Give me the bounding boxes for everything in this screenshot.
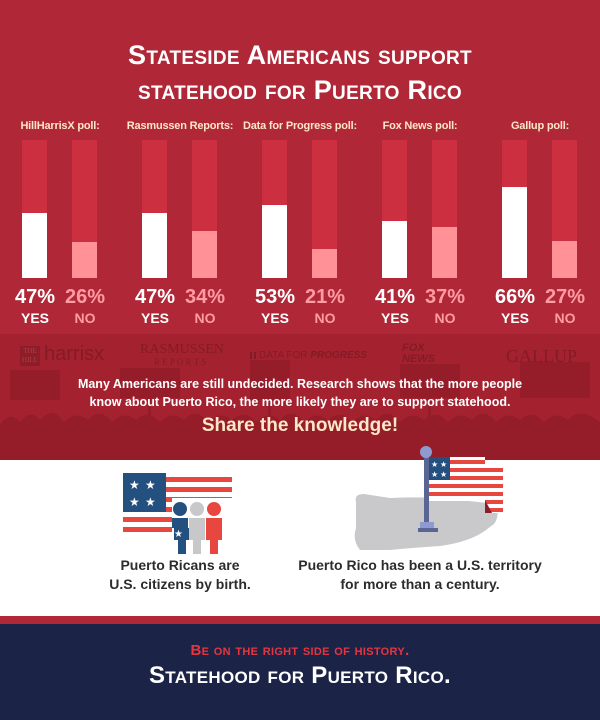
flag-people-icon: ★ ★ ★ ★ ★ (123, 473, 232, 560)
fox-news-logo: FOX NEWS (402, 343, 435, 365)
no-percent: 27% (544, 286, 586, 308)
fact-1-line-2: U.S. citizens by birth. (109, 576, 251, 592)
svg-text:★: ★ (145, 495, 156, 509)
poll-label: Gallup poll: (510, 120, 570, 132)
svg-text:★: ★ (174, 529, 183, 540)
yes-fill (262, 204, 287, 278)
poll-data-for-progress: Data for Progress poll: 53% 21% YES NO (240, 118, 360, 326)
svg-text:★: ★ (129, 495, 140, 509)
no-label: NO (554, 310, 576, 326)
poll-section (0, 0, 600, 334)
island-flag-icon: ★ ★ ★ ★ (354, 446, 503, 550)
message-line-2: know about Puerto Rico, the more likely … (89, 395, 511, 409)
yes-percent: 47% (14, 286, 56, 308)
no-fill (552, 240, 577, 278)
footer-headline: Statehood for Puerto Rico. (149, 662, 451, 689)
poll-fox-news: Fox News poll: 41% 37% YES NO (360, 118, 480, 326)
no-percent: 21% (304, 286, 346, 308)
poll-label: Data for Progress poll: (243, 120, 357, 132)
rasmussen-logo-bottom: R E P O R T S (153, 357, 207, 367)
hill-harrisx-logo: THE HILL harrisx (20, 343, 105, 366)
svg-text:★: ★ (440, 460, 447, 469)
yes-label: YES (20, 310, 49, 326)
yes-fill (22, 213, 47, 278)
rasmussen-logo: RASMUSSEN R E P O R T S (140, 342, 225, 367)
fact-2-line-2: for more than a century. (340, 576, 500, 592)
fox-logo-top: FOX (402, 342, 425, 354)
poll-label: Rasmussen Reports: (126, 120, 234, 132)
title-line-2: statehood for Puerto Rico (137, 75, 462, 105)
yes-label: YES (140, 310, 169, 326)
yes-bar (262, 140, 287, 278)
title-line-1: Stateside Americans support (128, 40, 472, 70)
svg-text:★: ★ (129, 478, 140, 492)
dfp-bars-icon (250, 352, 256, 359)
poll-label: HillHarrisX poll: (20, 120, 100, 132)
footer-tagline: Be on the right side of history. (190, 642, 410, 659)
no-bar (72, 140, 97, 278)
no-bar (312, 140, 337, 278)
yes-fill (502, 186, 527, 278)
share-cta: Share the knowledge! (201, 415, 399, 436)
yes-fill (142, 213, 167, 278)
undecided-message: Many Americans are still undecided. Rese… (0, 375, 600, 411)
yes-percent: 41% (374, 286, 416, 308)
no-fill (192, 231, 217, 278)
logo-message-band (0, 334, 600, 460)
no-percent: 37% (424, 286, 466, 308)
svg-text:★: ★ (431, 460, 438, 469)
yes-bar (22, 140, 47, 278)
harrisx-logo-text: harrisx (44, 343, 105, 365)
svg-text:★: ★ (145, 478, 156, 492)
no-label: NO (434, 310, 456, 326)
dfp-bold: PROGRESS (310, 350, 367, 361)
no-fill (432, 226, 457, 278)
yes-bar (142, 140, 167, 278)
poll-label: Fox News poll: (382, 120, 458, 132)
svg-text:★: ★ (440, 470, 447, 479)
yes-percent: 47% (134, 286, 176, 308)
poll-rasmussen: Rasmussen Reports: 47% 34% YES NO (120, 118, 240, 326)
no-fill (312, 249, 337, 278)
yes-bar (382, 140, 407, 278)
yes-percent: 53% (254, 286, 296, 308)
yes-label: YES (260, 310, 289, 326)
yes-label: YES (380, 310, 409, 326)
fact-2-line-1: Puerto Rico has been a U.S. territory (298, 557, 542, 573)
svg-text:★: ★ (431, 470, 438, 479)
poll-gallup: Gallup poll: 66% 27% YES NO (480, 118, 600, 326)
fact-territory: Puerto Rico has been a U.S. territory fo… (270, 556, 570, 594)
no-bar (192, 140, 217, 278)
hill-logo-bottom: HILL (22, 356, 38, 364)
no-label: NO (74, 310, 96, 326)
no-percent: 34% (184, 286, 226, 308)
no-label: NO (314, 310, 336, 326)
crowd-silhouette-icon (0, 360, 600, 460)
yes-label: YES (500, 310, 529, 326)
no-percent: 26% (64, 286, 106, 308)
page-title: Stateside Americans support statehood fo… (0, 38, 600, 108)
no-label: NO (194, 310, 216, 326)
yes-fill (382, 221, 407, 278)
fact-citizens: Puerto Ricans are U.S. citizens by birth… (80, 556, 280, 594)
yes-bar (502, 140, 527, 278)
rasmussen-logo-top: RASMUSSEN (140, 342, 225, 357)
gallup-logo: GALLUP (506, 346, 577, 366)
no-bar (552, 140, 577, 278)
footer-red-stripe (0, 616, 600, 624)
no-bar (432, 140, 457, 278)
data-for-progress-logo: DATA FOR PROGRESS (250, 350, 367, 362)
message-line-1: Many Americans are still undecided. Rese… (77, 377, 523, 391)
dfp-prefix: DATA FOR (259, 350, 311, 361)
no-fill (72, 242, 97, 278)
footer: Be on the right side of history. Stateho… (0, 624, 600, 720)
poll-hillharrisx: HillHarrisX poll: 47% 26% YES NO (0, 118, 120, 326)
fact-1-line-1: Puerto Ricans are (120, 557, 240, 573)
yes-percent: 66% (494, 286, 536, 308)
hill-logo-top: THE (23, 347, 37, 355)
fox-logo-bottom: NEWS (402, 353, 435, 365)
